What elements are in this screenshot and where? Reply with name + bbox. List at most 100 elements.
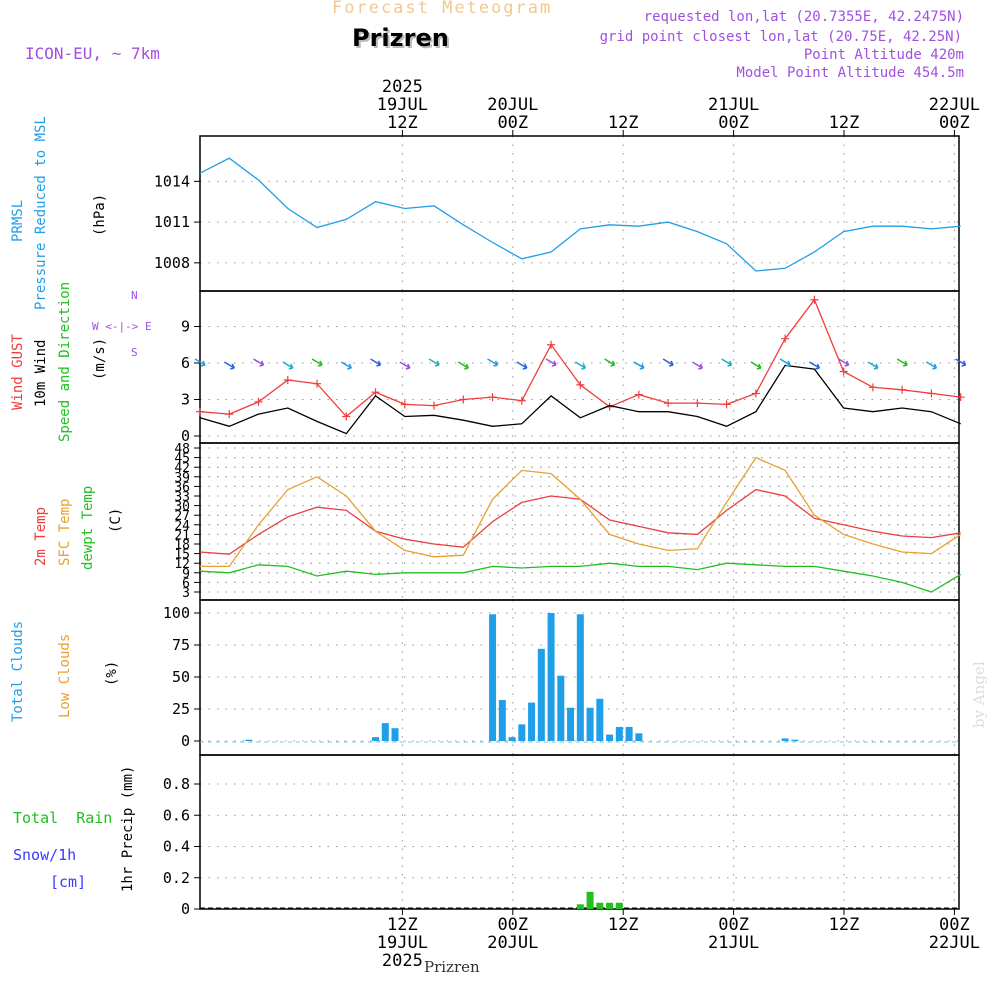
- wind-arrow: [925, 361, 938, 370]
- wind-arrow: [340, 361, 352, 370]
- y-tick-label: 9: [181, 318, 190, 336]
- gust-marker: [810, 295, 819, 304]
- gust-marker: [547, 340, 556, 349]
- gust-marker: [722, 400, 731, 409]
- y-tick-label: 0.8: [163, 775, 190, 793]
- x-tick-label: 12Z: [829, 113, 860, 133]
- x-tick-label: 00Z: [497, 113, 528, 133]
- cloud-bar: [791, 739, 799, 741]
- x-tick-label: 21JUL: [708, 95, 759, 115]
- gust-marker: [751, 389, 760, 398]
- wind-arrow: [311, 358, 323, 367]
- wind-arrow: [516, 361, 528, 370]
- wind-arrow: [662, 358, 674, 367]
- x-tick-label: 22JUL: [929, 95, 980, 115]
- cloud-bar: [381, 723, 389, 741]
- product-title: Forecast Meteogram: [332, 0, 553, 18]
- cloud-bar: [391, 728, 399, 741]
- wind-arrow: [721, 358, 733, 367]
- total-rain-label: Total Rain: [13, 809, 112, 827]
- gust-line: [199, 298, 961, 418]
- x-tick-label: 00Z: [497, 915, 528, 935]
- wind-arrow: [545, 358, 557, 367]
- y-tick-label: 0.6: [163, 806, 190, 824]
- cloud-bar: [781, 738, 789, 741]
- gust-marker: [488, 393, 497, 402]
- temp-sfc-line: [200, 456, 962, 568]
- y-tick-label: 3: [182, 586, 190, 601]
- cloud-bar: [567, 707, 575, 741]
- y-tick-label: 48: [174, 442, 190, 457]
- compass-s: S: [131, 346, 138, 359]
- y-tick-label: 0.2: [163, 869, 190, 887]
- compass-we: W <-|-> E: [92, 320, 152, 333]
- y-tick-label: 6: [181, 354, 190, 372]
- model-label: ICON-EU, ~ 7km: [25, 44, 160, 63]
- panel-frame: [199, 135, 960, 292]
- rain-bar: [586, 891, 594, 909]
- x-tick-label: 00Z: [718, 113, 749, 133]
- gust-marker: [254, 397, 263, 406]
- y-tick-label: 9: [182, 567, 190, 582]
- gridpoint-coords: grid point closest lon,lat (20.75E, 42.2…: [599, 29, 962, 45]
- wind-arrow: [399, 361, 411, 370]
- cloud-bar: [547, 613, 555, 741]
- gust-marker: [898, 385, 907, 394]
- cloud-bar: [372, 737, 380, 741]
- pressure-line: [199, 157, 961, 272]
- cloud-bar: [625, 726, 633, 741]
- x-tick-label: 19JUL: [377, 95, 428, 115]
- y-tick-label: 0: [181, 900, 190, 918]
- wind-arrow: [896, 358, 908, 367]
- x-tick-label: 12Z: [387, 113, 418, 133]
- compass-n: N: [131, 289, 138, 302]
- x-tick-label: 12Z: [387, 915, 418, 935]
- wind-arrow: [223, 361, 235, 370]
- y-tick-label: 75: [172, 636, 190, 654]
- rain-bar: [596, 902, 604, 909]
- rain-bar: [576, 904, 584, 909]
- gust-marker: [196, 407, 204, 416]
- point-altitude: Point Altitude 420m: [803, 47, 964, 63]
- rain-bar: [615, 902, 623, 909]
- gust-marker: [342, 412, 351, 421]
- location-title: Prizren: [352, 24, 449, 52]
- y-tick-label: 33: [174, 490, 190, 505]
- y-tick-label: 100: [163, 604, 190, 622]
- gust-marker: [781, 334, 790, 343]
- y-tick-label: 27: [174, 509, 190, 524]
- y-tick-label: 21: [174, 528, 190, 543]
- x-tick-label: 22JUL: [929, 933, 980, 953]
- cloud-bar: [537, 648, 545, 741]
- wind-arrow: [574, 361, 587, 370]
- y-tick-label: 6: [182, 576, 190, 591]
- x-tick-label: 12Z: [829, 915, 860, 935]
- wind-arrow: [955, 358, 967, 367]
- gust-marker: [400, 400, 409, 409]
- gust-marker: [839, 367, 848, 376]
- cloud-bar: [576, 614, 584, 741]
- cloud-bar: [615, 726, 623, 741]
- y-tick-label: 24: [174, 519, 190, 534]
- total-label: Total: [13, 809, 59, 827]
- wind-arrow: [633, 361, 645, 370]
- rain-label: Rain: [76, 809, 113, 827]
- wind-arrow: [808, 361, 821, 370]
- cloud-bar: [606, 734, 614, 741]
- x-tick-label: 00Z: [939, 915, 970, 935]
- model-altitude: Model Point Altitude 454.5m: [736, 65, 964, 81]
- wind-arrow: [867, 361, 879, 370]
- x-tick-label: 20JUL: [487, 933, 538, 953]
- snow-label: Snow/1h: [13, 846, 77, 864]
- wind-arrow: [604, 358, 616, 367]
- rain-bar: [606, 902, 614, 909]
- x-tick-label: 21JUL: [708, 933, 759, 953]
- y-tick-label: 3: [181, 391, 190, 409]
- cloud-bar: [528, 702, 536, 741]
- cloud-bar: [489, 614, 497, 741]
- y-tick-label: 39: [174, 471, 190, 486]
- cloud-bar: [557, 675, 565, 741]
- wind-arrow: [457, 361, 470, 370]
- y-tick-label: 0: [181, 427, 190, 445]
